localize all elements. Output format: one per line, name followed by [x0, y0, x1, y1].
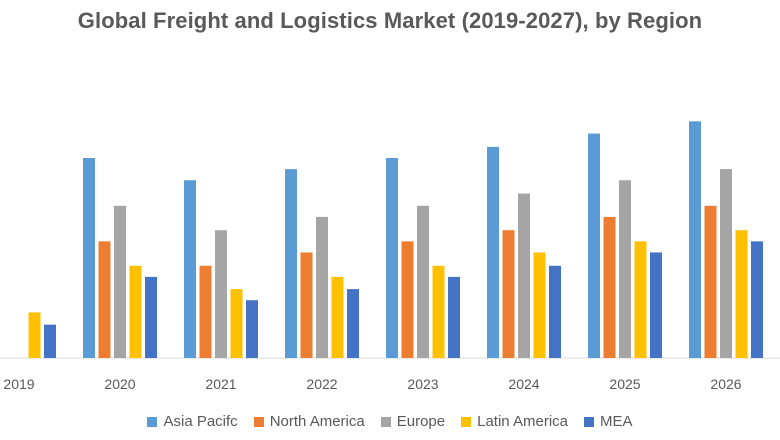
bar-mea-2023	[448, 276, 460, 358]
chart-title: Global Freight and Logistics Market (201…	[77, 8, 703, 33]
legend-swatch	[461, 416, 472, 427]
bar-north-america-2024	[502, 230, 515, 358]
bar-mea-2024	[549, 265, 561, 358]
bar-asia-pacifc-2024	[487, 146, 499, 358]
legend-item-mea: MEA	[584, 413, 633, 430]
bar-europe-2024	[518, 193, 530, 358]
x-tick-label-2022: 2022	[306, 376, 337, 392]
bar-asia-pacifc-2023	[386, 158, 398, 358]
bar-north-america-2026	[704, 205, 717, 358]
bar-europe-2022	[316, 216, 328, 358]
bar-mea-2021	[246, 300, 258, 358]
legend-item-asia-pacifc: Asia Pacifc	[147, 413, 238, 430]
bar-latin-america-2022	[331, 276, 344, 358]
bar-mea-2019	[44, 324, 56, 358]
x-tick-label-2020: 2020	[104, 376, 135, 392]
bar-europe-2023	[417, 205, 429, 358]
bar-latin-america-2025	[634, 241, 647, 358]
legend-label: North America	[269, 413, 365, 430]
bar-asia-pacifc-2020	[83, 158, 95, 358]
legend-swatch	[147, 416, 158, 427]
bar-mea-2022	[347, 289, 359, 358]
legend-item-latin-america: Latin America	[461, 413, 568, 430]
legend-label: Asia Pacifc	[163, 413, 238, 430]
bar-latin-america-2026	[735, 230, 748, 358]
bar-latin-america-2020	[129, 265, 142, 358]
bar-latin-america-2024	[533, 252, 546, 358]
legend-item-europe: Europe	[380, 413, 446, 430]
x-tick-label-2021: 2021	[205, 376, 236, 392]
chart-legend: Asia Pacifc North America Europe Latin Amer…	[0, 413, 780, 430]
legend-label: Europe	[396, 413, 446, 430]
bar-europe-2026	[720, 169, 732, 358]
x-tick-label-2019: 2019	[3, 376, 34, 392]
bar-north-america-2022	[300, 252, 313, 358]
bar-asia-pacifc-2021	[184, 180, 196, 358]
x-tick-label-2024: 2024	[508, 376, 539, 392]
legend-swatch	[253, 416, 264, 427]
legend-label: MEA	[600, 413, 633, 430]
legend-swatch	[380, 416, 391, 427]
bar-mea-2025	[650, 252, 662, 358]
bar-north-america-2023	[401, 241, 414, 358]
legend-item-north-america: North America	[253, 413, 365, 430]
legend-swatch	[584, 416, 594, 427]
bar-latin-america-2023	[432, 265, 445, 358]
bar-asia-pacifc-2025	[588, 133, 600, 358]
x-tick-label-2025: 2025	[609, 376, 640, 392]
bar-asia-pacifc-2022	[285, 169, 297, 358]
bar-asia-pacifc-2026	[689, 121, 701, 358]
bar-north-america-2020	[98, 241, 111, 358]
bar-north-america-2021	[199, 265, 212, 358]
bar-latin-america-2021	[230, 289, 243, 358]
x-tick-label-2026: 2026	[710, 376, 741, 392]
legend-label: Latin America	[477, 413, 568, 430]
bar-latin-america-2019	[28, 312, 41, 358]
bar-europe-2025	[619, 180, 631, 358]
bar-europe-2021	[215, 230, 227, 358]
bar-north-america-2025	[603, 216, 616, 358]
x-tick-label-2023: 2023	[407, 376, 438, 392]
bar-mea-2026	[751, 241, 763, 358]
bar-europe-2020	[114, 205, 126, 358]
bar-mea-2020	[145, 276, 157, 358]
